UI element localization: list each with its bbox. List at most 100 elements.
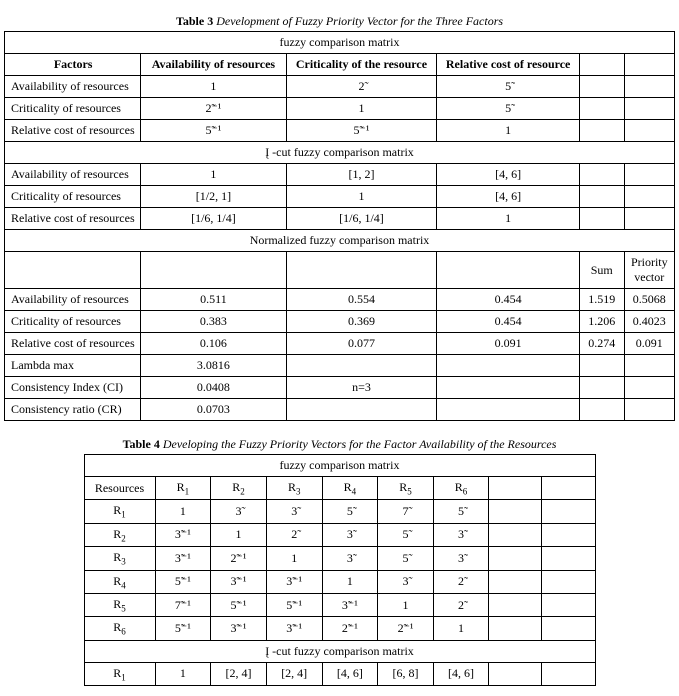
table-row: Availability of resources 0.511 0.554 0.… <box>5 289 675 311</box>
table4: fuzzy comparison matrix Resources R1 R2 … <box>84 454 596 686</box>
cell: [6, 8] <box>378 662 434 685</box>
cell <box>579 76 624 98</box>
t3-h1: Availability of resources <box>141 54 286 76</box>
cell <box>286 399 437 421</box>
cell: 2̃⁻¹ <box>322 617 378 640</box>
cell: [4, 6] <box>437 186 580 208</box>
cell: 3̃ <box>211 500 267 523</box>
cell: [2, 4] <box>211 662 267 685</box>
cell <box>489 593 542 616</box>
t3-h0: Factors <box>5 54 141 76</box>
table-row: Consistency Index (CI) 0.0408 n=3 <box>5 377 675 399</box>
cell: 2̃⁻¹ <box>378 617 434 640</box>
cell: n=3 <box>286 377 437 399</box>
cell <box>579 355 624 377</box>
table-row: R113̃3̃5̃7̃5̃ <box>84 500 595 523</box>
cell: 1.206 <box>579 311 624 333</box>
cell: [2, 4] <box>266 662 322 685</box>
cell <box>624 186 674 208</box>
cell <box>437 399 580 421</box>
table3-caption-italic: Development of Fuzzy Priority Vector for… <box>216 14 503 28</box>
cell: Availability of resources <box>5 76 141 98</box>
cell <box>542 477 595 500</box>
cell: 3̃ <box>322 523 378 546</box>
table-row: Relative cost of resources 5̃⁻¹ 5̃⁻¹ 1 <box>5 120 675 142</box>
cell: 0.383 <box>141 311 286 333</box>
cell <box>141 252 286 289</box>
cell: 0.454 <box>437 289 580 311</box>
table3-caption-bold: Table 3 <box>176 14 213 28</box>
cell: [4, 6] <box>433 662 488 685</box>
table3: fuzzy comparison matrix Factors Availabi… <box>4 31 675 421</box>
cell: 1 <box>141 76 286 98</box>
table4-caption: Table 4 Developing the Fuzzy Priority Ve… <box>4 437 675 452</box>
t4-h0: Resources <box>84 477 155 500</box>
cell <box>624 399 674 421</box>
cell <box>624 355 674 377</box>
t3-header-span: fuzzy comparison matrix <box>5 32 675 54</box>
cell: 0.4023 <box>624 311 674 333</box>
table-row: Criticality of resources 2̃⁻¹ 1 5̃ <box>5 98 675 120</box>
t3-h3: Relative cost of resource <box>437 54 580 76</box>
t4-h5: R5 <box>378 477 434 500</box>
cell <box>542 593 595 616</box>
cell: [1/6, 1/4] <box>141 208 286 230</box>
t3-h2: Criticality of the resource <box>286 54 437 76</box>
cell <box>542 570 595 593</box>
cell <box>624 208 674 230</box>
cell: Relative cost of resources <box>5 333 141 355</box>
cell: 0.511 <box>141 289 286 311</box>
cell <box>489 477 542 500</box>
cell: 0.554 <box>286 289 437 311</box>
t4-header-span: fuzzy comparison matrix <box>84 455 595 477</box>
row-label: R1 <box>84 662 155 685</box>
cell: Consistency Index (CI) <box>5 377 141 399</box>
cell: 5̃ <box>378 523 434 546</box>
row-label: R5 <box>84 593 155 616</box>
cell: Lambda max <box>5 355 141 377</box>
cell: 5̃⁻¹ <box>211 593 267 616</box>
table-row: Consistency ratio (CR) 0.0703 <box>5 399 675 421</box>
cell: 1 <box>437 208 580 230</box>
row-label: R3 <box>84 547 155 570</box>
cell: 7̃⁻¹ <box>155 593 211 616</box>
cell <box>489 500 542 523</box>
cell: Consistency ratio (CR) <box>5 399 141 421</box>
cell: 2̃ <box>266 523 322 546</box>
table-row: Sum Priority vector <box>5 252 675 289</box>
cell <box>437 377 580 399</box>
t4-section-b: Į -cut fuzzy comparison matrix <box>84 640 595 662</box>
cell: 1 <box>378 593 434 616</box>
cell: 2̃ <box>286 76 437 98</box>
cell: [4, 6] <box>322 662 378 685</box>
cell <box>542 547 595 570</box>
cell: 3̃⁻¹ <box>155 523 211 546</box>
table-row: Relative cost of resources 0.106 0.077 0… <box>5 333 675 355</box>
cell: [4, 6] <box>437 164 580 186</box>
cell <box>286 252 437 289</box>
cell: Availability of resources <box>5 289 141 311</box>
cell: 5̃⁻¹ <box>266 593 322 616</box>
cell <box>5 252 141 289</box>
cell: 5̃⁻¹ <box>141 120 286 142</box>
cell: 2̃ <box>433 593 488 616</box>
cell: 3̃⁻¹ <box>155 547 211 570</box>
cell <box>624 164 674 186</box>
cell: 0.091 <box>437 333 580 355</box>
cell <box>542 617 595 640</box>
cell: 3̃ <box>378 570 434 593</box>
cell: 0.5068 <box>624 289 674 311</box>
cell: 5̃ <box>437 76 580 98</box>
t3-section-b: Į -cut fuzzy comparison matrix <box>5 142 675 164</box>
cell: 3̃ <box>433 547 488 570</box>
cell: 1 <box>286 186 437 208</box>
cell: 5̃⁻¹ <box>286 120 437 142</box>
cell: 2̃ <box>433 570 488 593</box>
t3-section-c: Normalized fuzzy comparison matrix <box>5 230 675 252</box>
cell: 0.106 <box>141 333 286 355</box>
cell: 1 <box>266 547 322 570</box>
cell: 5̃ <box>378 547 434 570</box>
cell: 5̃⁻¹ <box>155 570 211 593</box>
table-row: Availability of resources 1 2̃ 5̃ <box>5 76 675 98</box>
cell <box>624 377 674 399</box>
